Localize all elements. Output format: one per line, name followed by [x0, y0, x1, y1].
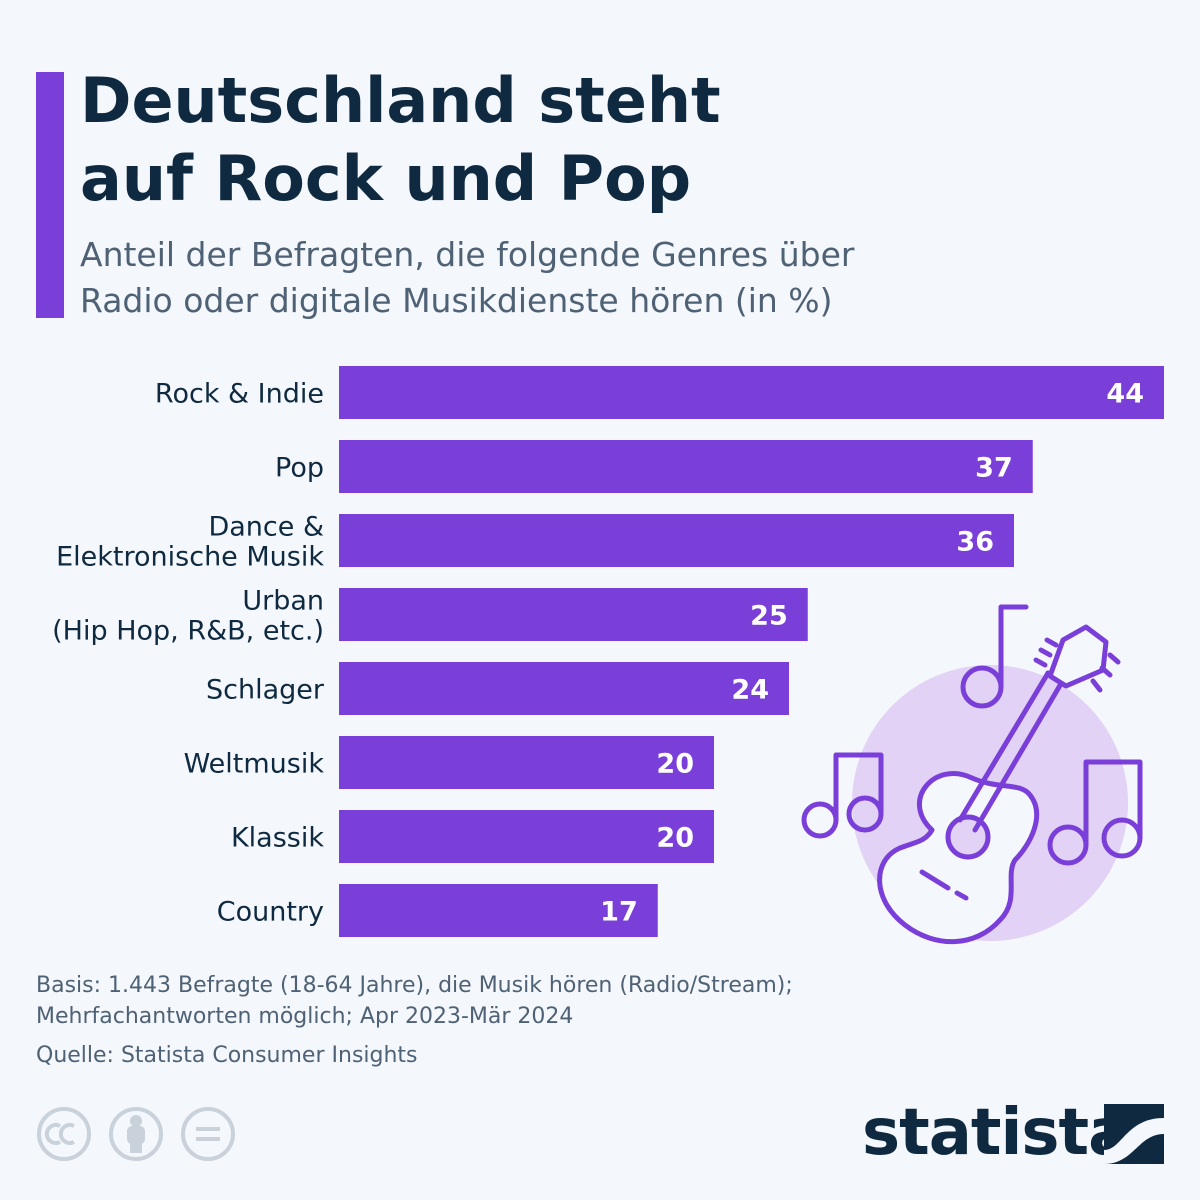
bar [339, 514, 1014, 567]
bar-chart: Rock & Indie Pop Dance &Elektronische Musi… [52, 366, 1164, 945]
attribution-icon[interactable] [109, 1107, 163, 1161]
data-label: 20 [656, 749, 694, 780]
statista-logo-icon[interactable] [1104, 1104, 1164, 1164]
data-label: 25 [750, 601, 788, 632]
category-label: Country [217, 897, 324, 928]
guitar-icon [877, 624, 1121, 945]
title-line-2: auf Rock und Pop [80, 142, 692, 215]
double-music-note-icon [801, 752, 884, 839]
statista-logo-text[interactable]: statista [862, 1096, 1131, 1170]
category-label: Weltmusik [184, 749, 325, 780]
basis-note-line-2: Mehrfachantworten möglich; Apr 2023-Mär … [36, 1004, 574, 1029]
bar [339, 662, 789, 715]
bar [339, 588, 808, 641]
double-music-note-icon-right [1047, 759, 1143, 866]
data-label: 44 [1106, 379, 1144, 410]
bar [339, 366, 1164, 419]
category-label: Schlager [206, 675, 325, 706]
chart-footer: Basis: 1.443 Befragte (18-64 Jahre), die… [36, 970, 936, 1071]
category-label: (Hip Hop, R&B, etc.) [52, 616, 324, 647]
data-label: 36 [956, 527, 994, 558]
subtitle-line-2: Radio oder digitale Musikdienste hören (… [80, 281, 833, 320]
page-subtitle: Anteil der Befragten, die folgende Genre… [80, 232, 1080, 324]
data-label: 17 [600, 897, 638, 928]
data-label: 24 [731, 675, 769, 706]
category-label: Elektronische Musik [56, 542, 324, 573]
category-label: Pop [275, 453, 324, 484]
basis-note-line-1: Basis: 1.443 Befragte (18-64 Jahre), die… [36, 973, 793, 998]
category-label: Klassik [231, 823, 324, 854]
bar [339, 736, 714, 789]
category-label: Rock & Indie [155, 379, 324, 410]
bar [339, 440, 1033, 493]
bar [339, 884, 658, 937]
data-label: 20 [656, 823, 694, 854]
category-label: Urban [242, 586, 324, 617]
cc-icon[interactable] [37, 1107, 91, 1161]
title-line-1: Deutschland steht [80, 64, 721, 137]
accent-bar [36, 72, 64, 318]
page-title: Deutschland steht auf Rock und Pop [80, 62, 1080, 218]
subtitle-line-1: Anteil der Befragten, die folgende Genre… [80, 235, 855, 274]
bar [339, 810, 714, 863]
music-note-icon [960, 604, 1029, 709]
category-label: Dance & [208, 512, 324, 543]
guitar-illustration [801, 604, 1143, 945]
no-derivatives-icon[interactable] [181, 1107, 235, 1161]
data-label: 37 [975, 453, 1013, 484]
license-icons [37, 1107, 235, 1161]
source-note: Quelle: Statista Consumer Insights [36, 1043, 418, 1068]
